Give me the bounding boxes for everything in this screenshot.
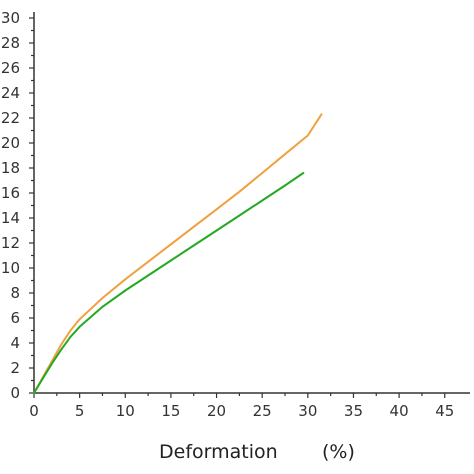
y-tick-label: 24: [1, 84, 20, 102]
y-tick-label: 30: [1, 9, 20, 27]
y-tick-label: 8: [10, 284, 20, 302]
series-line-1: [33, 113, 323, 394]
y-tick-label: 26: [1, 59, 20, 77]
y-tick-label: 16: [1, 184, 20, 202]
y-tick-label: 4: [10, 334, 20, 352]
x-axis-unit: (%): [322, 441, 355, 463]
y-tick-label: 12: [1, 234, 20, 252]
x-tick-label: 25: [253, 402, 272, 420]
x-tick-label: 10: [116, 402, 135, 420]
x-tick-label: 35: [344, 402, 363, 420]
y-tick-label: 10: [1, 259, 20, 277]
y-tick-label: 2: [10, 359, 20, 377]
axes: [29, 12, 470, 398]
x-tick-label: 45: [435, 402, 454, 420]
x-tick-label: 0: [29, 402, 39, 420]
y-tick-label: 22: [1, 109, 20, 127]
y-tick-label: 6: [10, 309, 20, 327]
y-tick-label: 14: [1, 209, 20, 227]
y-tick-label: 20: [1, 134, 20, 152]
x-tick-label: 40: [390, 402, 409, 420]
x-tick-label: 5: [75, 402, 85, 420]
y-tick-label: 0: [10, 384, 20, 402]
x-tick-label: 20: [207, 402, 226, 420]
x-tick-label: 15: [161, 402, 180, 420]
series-line-2: [33, 172, 305, 394]
x-tick-label: 30: [298, 402, 317, 420]
y-tick-label: 28: [1, 34, 20, 52]
x-axis-title: Deformation: [159, 441, 278, 463]
series-layer: [33, 113, 323, 394]
y-tick-label: 18: [1, 159, 20, 177]
